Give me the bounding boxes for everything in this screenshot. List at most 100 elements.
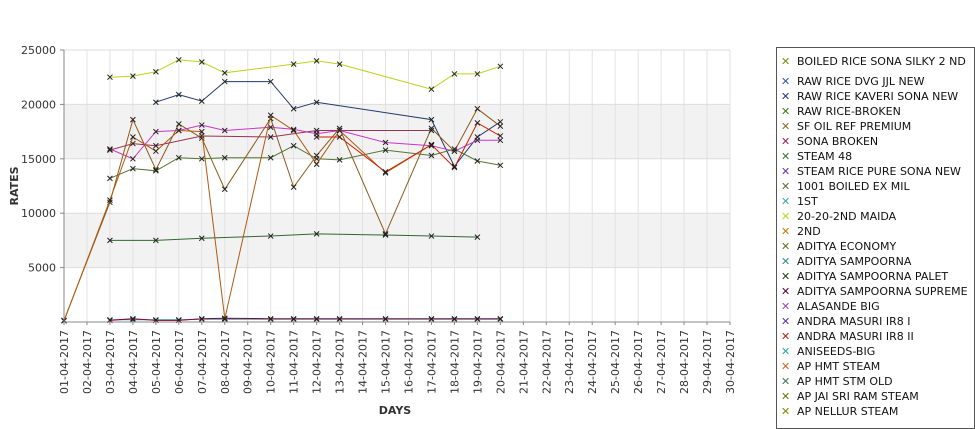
legend-label: ANDRA MASURI IR8 I — [797, 315, 911, 328]
data-point-marker — [153, 148, 159, 155]
series-2 — [153, 78, 504, 170]
x-tick-label: 23-04-2017 — [563, 330, 576, 394]
x-tick-label: 15-04-2017 — [380, 330, 393, 394]
series-line — [109, 318, 501, 321]
data-point-marker — [153, 237, 159, 244]
data-point-marker — [175, 121, 182, 127]
data-point-marker — [130, 134, 136, 140]
legend-item: ✕ AP HMT STM OLD — [777, 374, 974, 389]
data-point-marker — [382, 139, 389, 146]
series-line — [109, 233, 478, 241]
data-point-marker — [290, 61, 297, 67]
data-point-marker — [451, 71, 458, 77]
series-layer — [61, 56, 504, 324]
legend-item: ✕ SF OIL REF PREMIUM — [777, 119, 974, 134]
series-9 — [313, 120, 504, 175]
legend-label: ADITYA SAMPOORNA — [797, 255, 912, 268]
legend-label: AP NELLUR STEAM — [797, 405, 899, 418]
legend-cross-icon: ✕ — [781, 375, 791, 388]
data-point-marker — [451, 146, 458, 152]
data-point-marker — [107, 197, 113, 203]
data-point-marker — [153, 166, 159, 173]
legend-cross-icon: ✕ — [781, 135, 791, 148]
y-tick-label: 25000 — [21, 44, 56, 57]
data-point-marker — [497, 118, 504, 125]
data-point-marker — [451, 315, 458, 322]
legend-cross-icon: ✕ — [781, 405, 791, 418]
x-tick-label: 02-04-2017 — [81, 330, 94, 394]
data-point-marker — [497, 137, 504, 144]
data-point-marker — [198, 315, 205, 322]
data-point-marker — [198, 59, 205, 65]
data-point-marker — [221, 78, 228, 85]
series-4 — [107, 231, 481, 244]
x-tick-label: 16-04-2017 — [402, 330, 415, 394]
legend-cross-icon: ✕ — [781, 165, 791, 178]
legend-label: RAW RICE KAVERI SONA NEW — [797, 90, 959, 103]
legend-label: AP HMT STEAM — [797, 360, 881, 373]
legend-label: SONA BROKEN — [797, 135, 879, 148]
data-point-marker — [428, 141, 435, 148]
data-point-marker — [175, 127, 182, 134]
data-point-marker — [175, 56, 182, 63]
x-tick-label: 17-04-2017 — [425, 330, 438, 394]
x-tick-label: 26-04-2017 — [632, 330, 645, 394]
legend-item: ✕ ANDRA MASURI IR8 I — [777, 314, 974, 329]
data-point-marker — [130, 316, 136, 323]
data-point-marker — [497, 63, 504, 70]
x-tick-label: 18-04-2017 — [448, 330, 461, 394]
legend-item: ✕ BOILED RICE SONA SILKY 2 ND — [777, 48, 974, 69]
data-point-marker — [130, 155, 136, 162]
x-axis-title: DAYS — [379, 404, 412, 417]
legend-item: ✕ 2ND — [777, 224, 974, 239]
legend-label: 1ST — [797, 195, 818, 208]
x-tick-label: 19-04-2017 — [471, 330, 484, 394]
data-point-marker — [153, 68, 159, 75]
legend-item: ✕ 1ST — [777, 194, 974, 209]
data-point-marker — [313, 155, 320, 162]
data-point-marker — [336, 157, 343, 163]
data-point-marker — [428, 86, 435, 93]
data-point-marker — [221, 316, 228, 323]
legend-item: ✕ STEAM 48 — [777, 149, 974, 164]
data-point-marker — [474, 71, 481, 77]
y-tick-label: 15000 — [21, 153, 56, 166]
x-tick-label: 11-04-2017 — [288, 330, 301, 394]
legend-item: ✕ 20-20-2ND MAIDA — [777, 209, 974, 224]
x-tick-label: 30-04-2017 — [724, 330, 737, 394]
data-point-marker — [313, 315, 320, 322]
data-point-marker — [267, 124, 274, 131]
legend-label: ANISEEDS-BIG — [797, 345, 876, 358]
x-tick-label: 12-04-2017 — [311, 330, 324, 394]
data-point-marker — [313, 99, 320, 106]
plot-area — [64, 50, 730, 322]
legend-item: ✕ ANISEEDS-BIG — [777, 344, 974, 359]
data-point-marker — [153, 167, 159, 174]
data-point-marker — [497, 133, 504, 139]
data-point-marker — [221, 154, 228, 161]
data-point-marker — [474, 105, 481, 112]
legend-cross-icon: ✕ — [781, 55, 791, 68]
data-point-marker — [175, 91, 182, 98]
legend-label: STEAM RICE PURE SONA NEW — [797, 165, 961, 178]
data-point-marker — [428, 315, 435, 322]
legend-cross-icon: ✕ — [781, 90, 791, 103]
series-7 — [107, 142, 504, 182]
plot-background-bands — [64, 50, 730, 322]
data-point-marker — [153, 99, 159, 106]
legend-cross-icon: ✕ — [781, 105, 791, 118]
legend-item: ✕ STEAM RICE PURE SONA NEW — [777, 164, 974, 179]
legend-label: 2ND — [797, 225, 821, 238]
data-point-marker — [267, 315, 274, 322]
y-tick-label: 5000 — [28, 262, 56, 275]
data-point-marker — [153, 128, 159, 135]
plot-band — [64, 213, 730, 268]
legend-item: ✕ 1001 BOILED EX MIL — [777, 179, 974, 194]
x-tick-label: 04-04-2017 — [127, 330, 140, 394]
data-point-marker — [198, 155, 205, 162]
data-point-marker — [107, 74, 113, 81]
data-point-marker — [313, 127, 320, 134]
data-point-marker — [107, 237, 113, 244]
legend-label: ANDRA MASURI IR8 II — [797, 330, 914, 343]
